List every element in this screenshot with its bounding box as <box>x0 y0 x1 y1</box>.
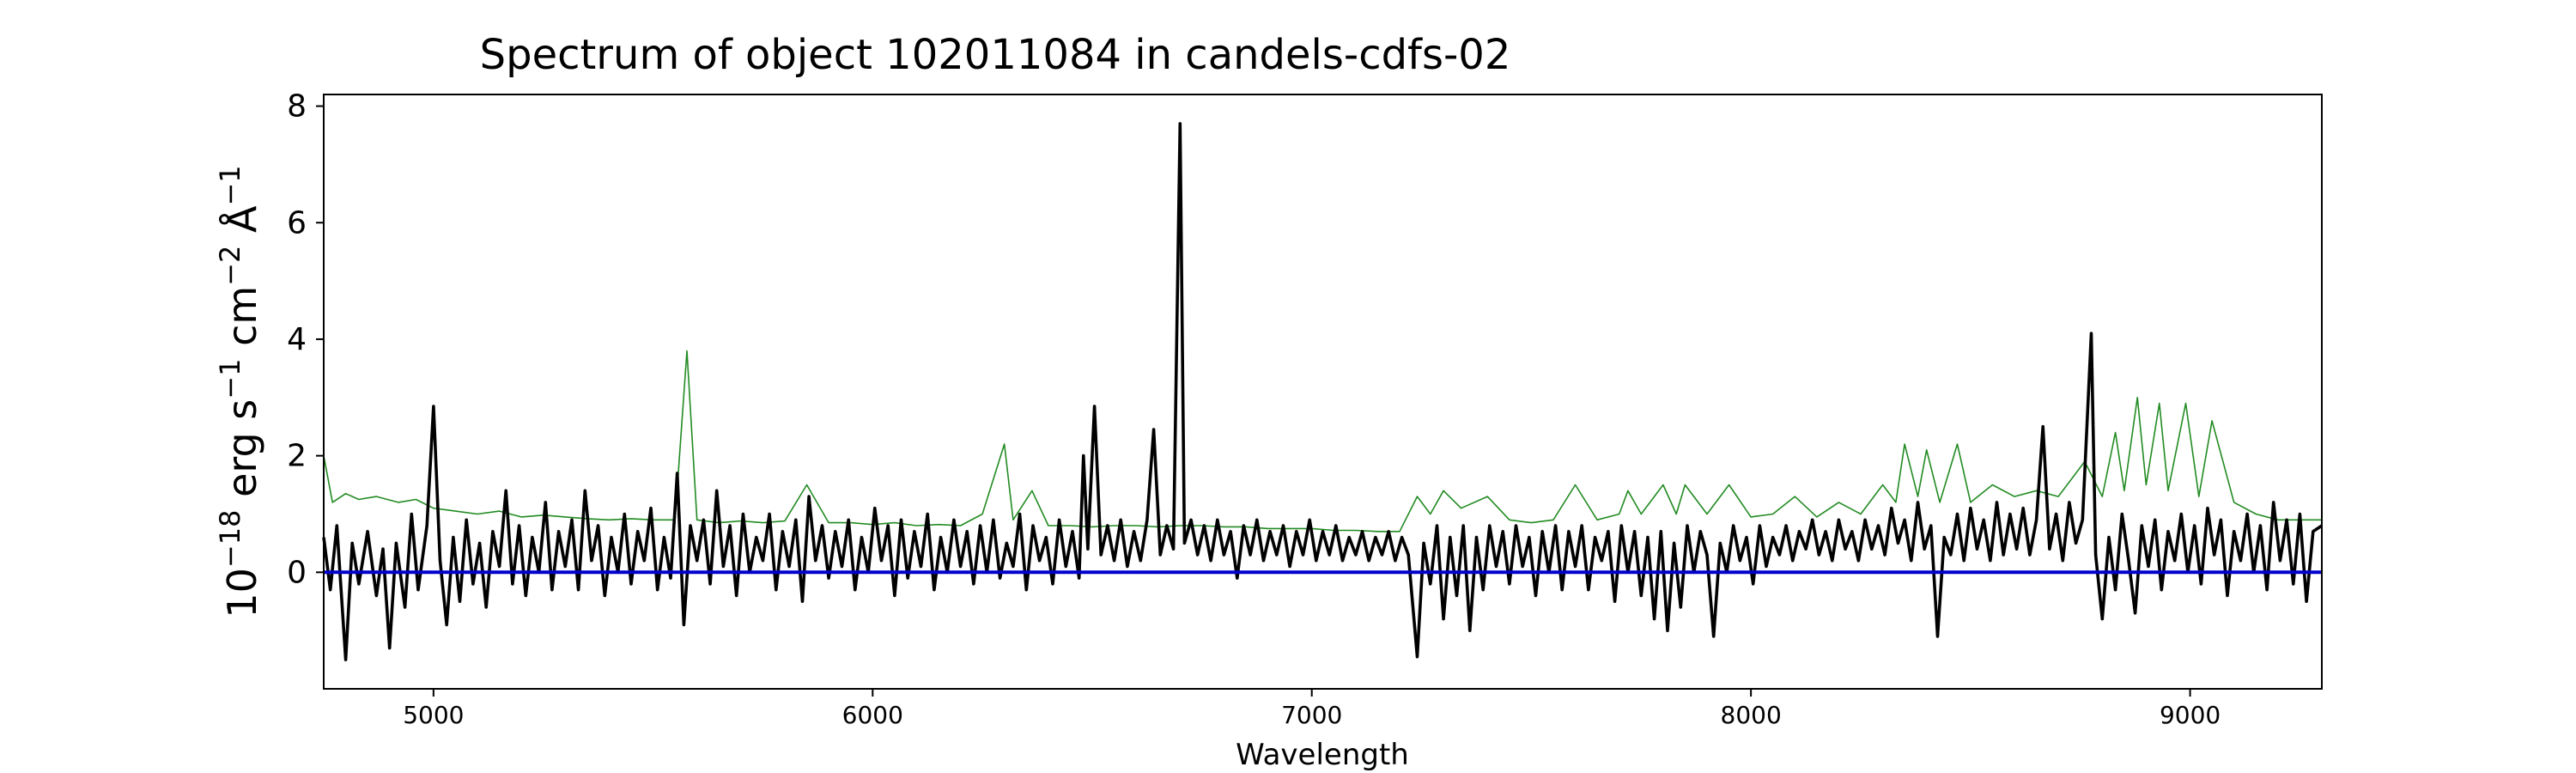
y-label-exponent: −1 <box>214 359 246 399</box>
y-tick-label: 0 <box>287 555 307 590</box>
y-axis: 0 2 4 6 8 <box>287 89 324 590</box>
y-tick-label: 6 <box>287 205 307 240</box>
y-tick-label: 2 <box>287 439 307 474</box>
x-tick-label: 5000 <box>403 701 464 729</box>
x-axis-label: Wavelength <box>1236 738 1409 772</box>
series-flux-line <box>322 122 2323 661</box>
y-tick-label: 4 <box>287 322 307 357</box>
plot-frame <box>323 94 2323 690</box>
y-axis-label: 10−18 erg s−1 cm−2 Å−1 <box>214 165 265 618</box>
y-label-exponent: −2 <box>214 246 246 286</box>
x-axis: 5000 6000 7000 8000 9000 <box>403 689 2221 729</box>
series-layer <box>322 122 2323 661</box>
x-tick-label: 9000 <box>2160 701 2221 729</box>
y-label-text: erg s <box>219 399 265 510</box>
y-label-text: cm <box>219 286 265 359</box>
y-label-text: 10 <box>219 568 265 618</box>
chart-title: Spectrum of object 102011084 in candels-… <box>480 31 1511 79</box>
y-label-text: Å <box>219 205 265 246</box>
y-tick-label: 8 <box>287 89 307 125</box>
x-tick-label: 8000 <box>1721 701 1782 729</box>
x-tick-label: 6000 <box>842 701 903 729</box>
y-label-exponent: −18 <box>214 510 246 569</box>
x-tick-label: 7000 <box>1281 701 1342 729</box>
y-label-exponent: −1 <box>214 165 246 205</box>
